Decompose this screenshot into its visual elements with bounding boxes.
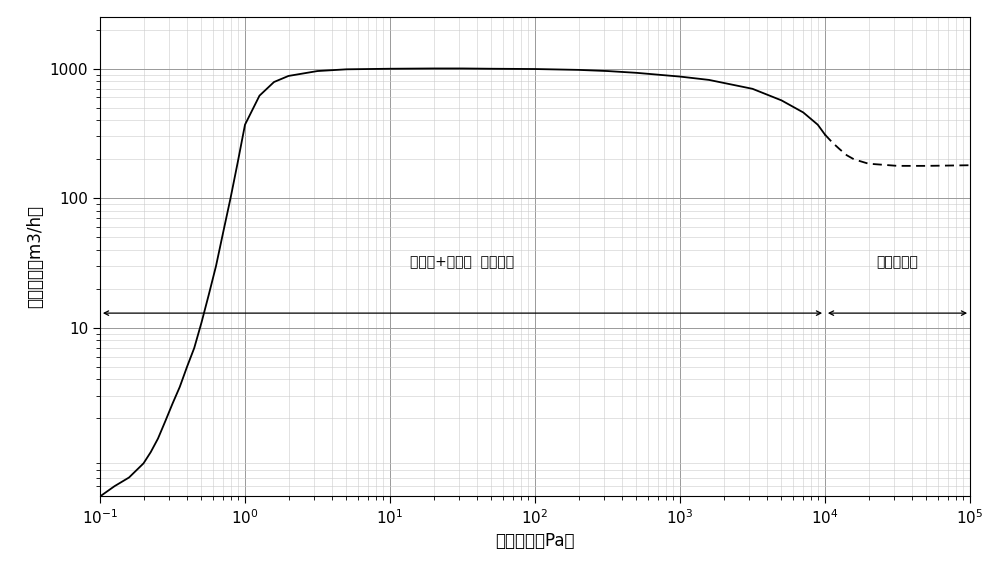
Text: 罗茨泵+螺杆泵  串联工作: 罗茨泵+螺杆泵 串联工作 [410, 255, 515, 269]
Text: 螺杆泵工作: 螺杆泵工作 [877, 255, 918, 269]
Y-axis label: 排气速率（m3/h）: 排气速率（m3/h） [26, 205, 44, 308]
X-axis label: 入口压力（Pa）: 入口压力（Pa） [495, 532, 575, 550]
